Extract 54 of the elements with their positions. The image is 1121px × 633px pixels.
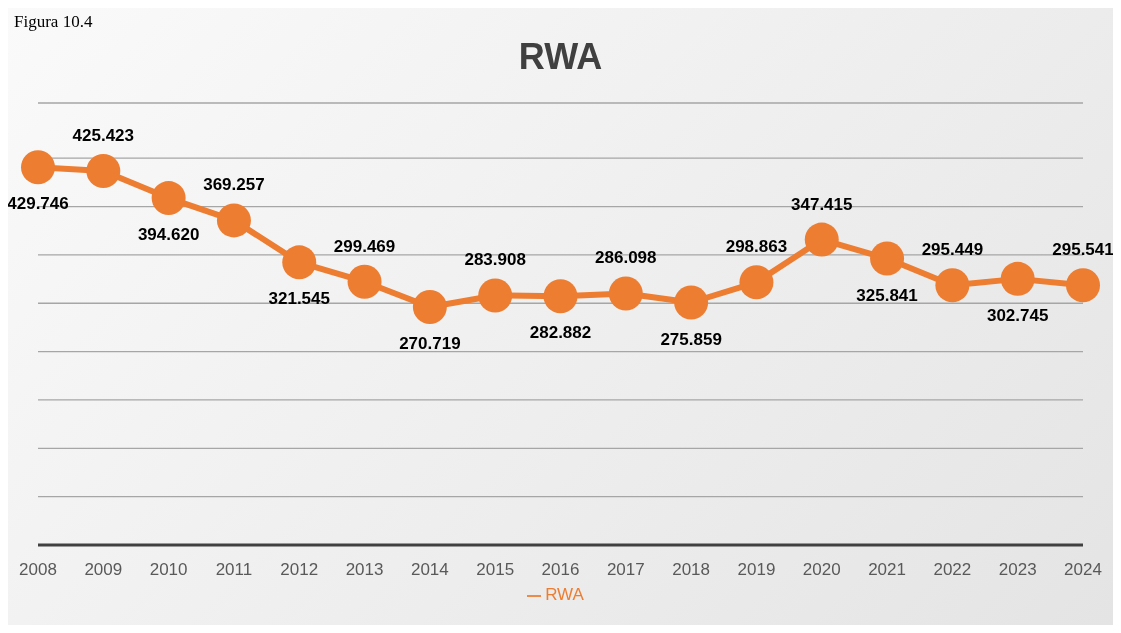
x-tick-label: 2022 (933, 560, 972, 580)
point (1000, 261, 1035, 296)
point (739, 265, 774, 300)
data-label: 369.257 (203, 175, 265, 195)
data-label: 283.908 (464, 250, 526, 270)
point (674, 285, 709, 320)
x-tick-label: 2012 (280, 560, 319, 580)
x-tick-label: 2013 (345, 560, 384, 580)
x-tick-label: 2017 (606, 560, 645, 580)
x-tick-label: 2009 (84, 560, 123, 580)
point (804, 222, 839, 257)
point (151, 181, 186, 216)
data-label: 270.719 (399, 334, 461, 354)
data-label: 425.423 (72, 126, 135, 146)
data-label: 286.098 (595, 248, 657, 268)
data-label: 347.415 (791, 194, 853, 214)
x-tick-label: 2010 (149, 560, 188, 580)
data-label: 429.746 (7, 194, 69, 214)
point (347, 264, 382, 299)
x-tick-label: 2020 (802, 560, 841, 580)
point (21, 150, 55, 185)
data-label: 325.841 (856, 285, 918, 305)
point (935, 268, 970, 303)
x-tick-label: 2021 (868, 560, 906, 580)
x-tick-label: 2018 (672, 560, 711, 580)
x-tick-label: 2023 (998, 560, 1037, 580)
data-label: 295.449 (921, 240, 984, 260)
data-label: 298.863 (725, 237, 788, 257)
x-tick-label: 2019 (737, 560, 776, 580)
point (543, 279, 578, 314)
point (86, 154, 121, 189)
data-label: 302.745 (986, 305, 1049, 325)
point (478, 278, 513, 313)
x-tick-label: 2016 (541, 560, 580, 580)
x-tick-label: 2015 (476, 560, 515, 580)
x-tick-label: 2024 (1064, 560, 1102, 580)
data-label: 282.882 (529, 323, 592, 343)
legend-label: RWA (545, 585, 584, 604)
point (282, 245, 317, 280)
data-label: 299.469 (333, 236, 396, 256)
point (1066, 268, 1100, 303)
point (216, 203, 251, 238)
x-tick-label: 2011 (215, 560, 253, 580)
chart-title: RWA (517, 36, 604, 78)
data-label: 295.541 (1052, 240, 1114, 260)
point (870, 241, 905, 276)
data-label: 275.859 (660, 329, 722, 349)
x-tick-label: 2014 (410, 560, 449, 580)
point (608, 276, 643, 311)
data-label: 394.620 (137, 225, 200, 245)
data-label: 321.545 (268, 289, 330, 309)
text: Figura 10.4 (14, 12, 93, 32)
x-tick-label: 2008 (19, 560, 57, 580)
point (412, 290, 447, 325)
